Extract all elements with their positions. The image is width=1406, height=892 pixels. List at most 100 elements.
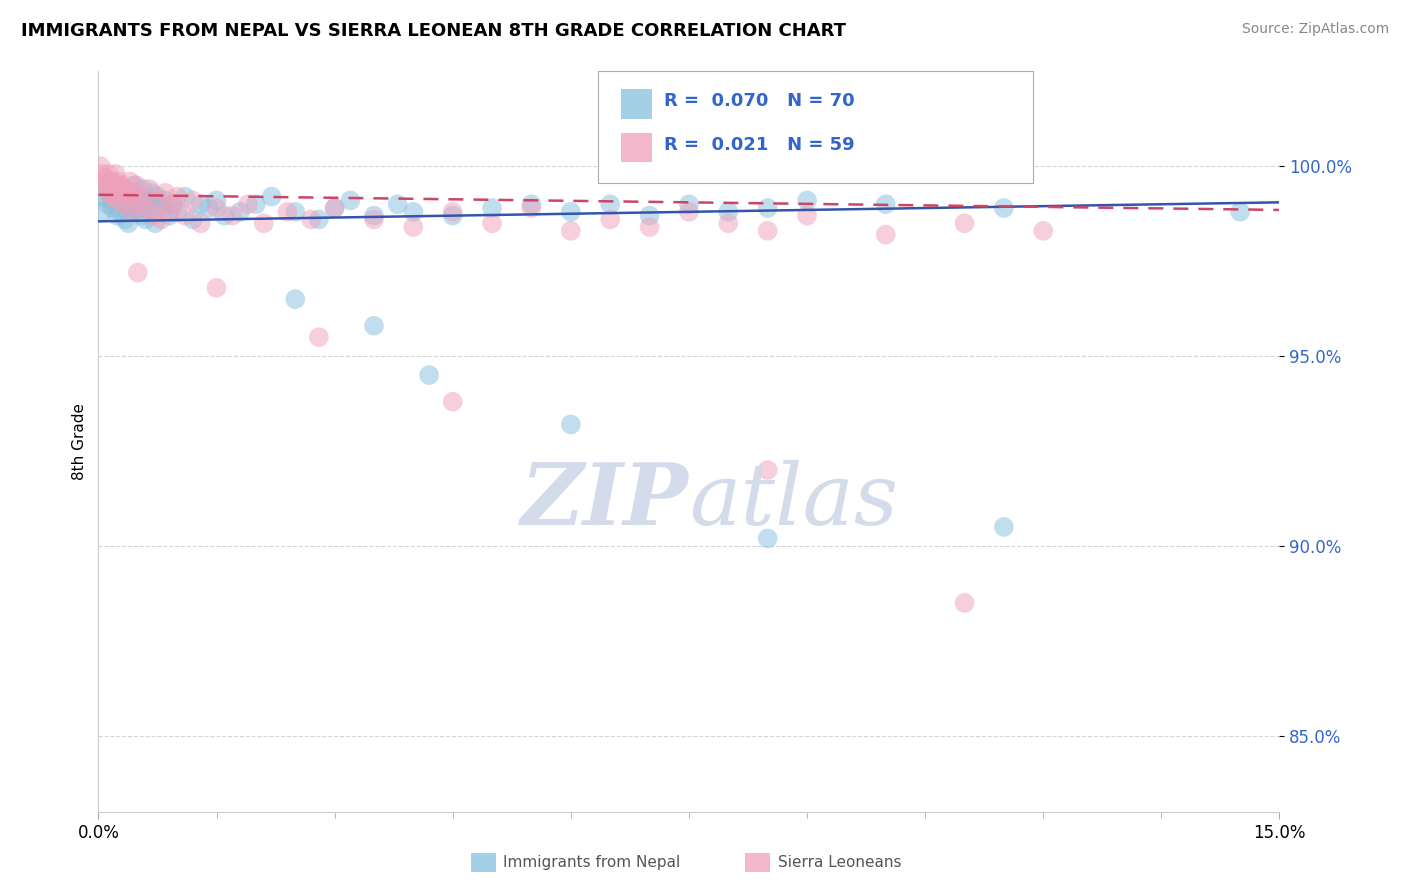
Text: ZIP: ZIP <box>522 459 689 542</box>
Point <box>121 194 143 208</box>
Point <box>166 189 188 203</box>
Point <box>124 197 146 211</box>
Point <box>953 596 976 610</box>
Point <box>98 174 121 188</box>
Point <box>90 159 112 173</box>
Point <box>107 174 129 188</box>
Point <box>387 197 409 211</box>
Point <box>236 197 259 211</box>
Point <box>796 209 818 223</box>
Point <box>122 204 145 219</box>
Point <box>229 204 252 219</box>
Point <box>128 189 150 203</box>
Point <box>122 178 145 193</box>
Point <box>155 186 177 200</box>
Point <box>104 189 127 203</box>
Point <box>135 201 157 215</box>
Point <box>97 197 120 211</box>
Point <box>141 186 163 200</box>
Point <box>560 204 582 219</box>
Point <box>157 209 180 223</box>
Point <box>111 194 134 208</box>
Point <box>131 209 153 223</box>
Point <box>112 197 135 211</box>
Text: Immigrants from Nepal: Immigrants from Nepal <box>503 855 681 870</box>
Point <box>299 212 322 227</box>
Point <box>108 186 131 200</box>
Point <box>97 186 120 200</box>
Point <box>150 212 173 227</box>
Text: Sierra Leoneans: Sierra Leoneans <box>778 855 901 870</box>
Point <box>993 520 1015 534</box>
Point <box>146 194 169 208</box>
Point <box>122 186 145 200</box>
Point <box>599 212 621 227</box>
Point <box>117 216 139 230</box>
Point <box>162 197 184 211</box>
Point <box>150 201 173 215</box>
Point <box>205 194 228 208</box>
Point <box>107 178 129 193</box>
Point <box>875 197 897 211</box>
Point <box>131 189 153 203</box>
Point <box>308 330 330 344</box>
Point <box>132 182 155 196</box>
Text: R =  0.021   N = 59: R = 0.021 N = 59 <box>664 136 855 153</box>
Point <box>190 216 212 230</box>
Point <box>146 189 169 203</box>
Point <box>104 167 127 181</box>
Point <box>875 227 897 242</box>
Point <box>678 197 700 211</box>
Point <box>363 212 385 227</box>
Point <box>93 170 115 185</box>
Point <box>136 194 159 208</box>
Point <box>181 212 204 227</box>
Point <box>110 204 132 219</box>
Point <box>93 189 115 203</box>
Point <box>142 197 165 211</box>
Point <box>560 224 582 238</box>
Point <box>117 189 139 203</box>
Point <box>97 167 120 181</box>
Point <box>174 209 197 223</box>
Point <box>221 209 243 223</box>
Point <box>125 178 148 193</box>
Point <box>117 197 139 211</box>
Point <box>105 209 128 223</box>
Point <box>276 204 298 219</box>
Point <box>96 174 118 188</box>
Point <box>717 216 740 230</box>
Point <box>756 201 779 215</box>
Point <box>135 212 157 227</box>
Point <box>993 201 1015 215</box>
Point <box>323 201 346 215</box>
Point <box>756 224 779 238</box>
Point <box>1032 224 1054 238</box>
Point <box>638 209 661 223</box>
Point <box>157 204 180 219</box>
Point <box>103 178 125 193</box>
Point <box>143 216 166 230</box>
Point <box>796 194 818 208</box>
Point <box>138 204 160 219</box>
Point <box>418 368 440 383</box>
Point <box>441 394 464 409</box>
Point <box>174 189 197 203</box>
Point <box>118 186 141 200</box>
Point <box>103 182 125 196</box>
Point <box>205 201 228 215</box>
Point <box>717 204 740 219</box>
Text: Source: ZipAtlas.com: Source: ZipAtlas.com <box>1241 22 1389 37</box>
Point <box>953 216 976 230</box>
Point <box>520 197 543 211</box>
Point <box>111 178 134 193</box>
Point <box>323 201 346 215</box>
Point <box>441 204 464 219</box>
Point <box>181 194 204 208</box>
Text: R =  0.070   N = 70: R = 0.070 N = 70 <box>664 92 855 110</box>
Point <box>127 197 149 211</box>
Point <box>253 216 276 230</box>
Point <box>308 212 330 227</box>
Point <box>284 292 307 306</box>
Point <box>1229 204 1251 219</box>
